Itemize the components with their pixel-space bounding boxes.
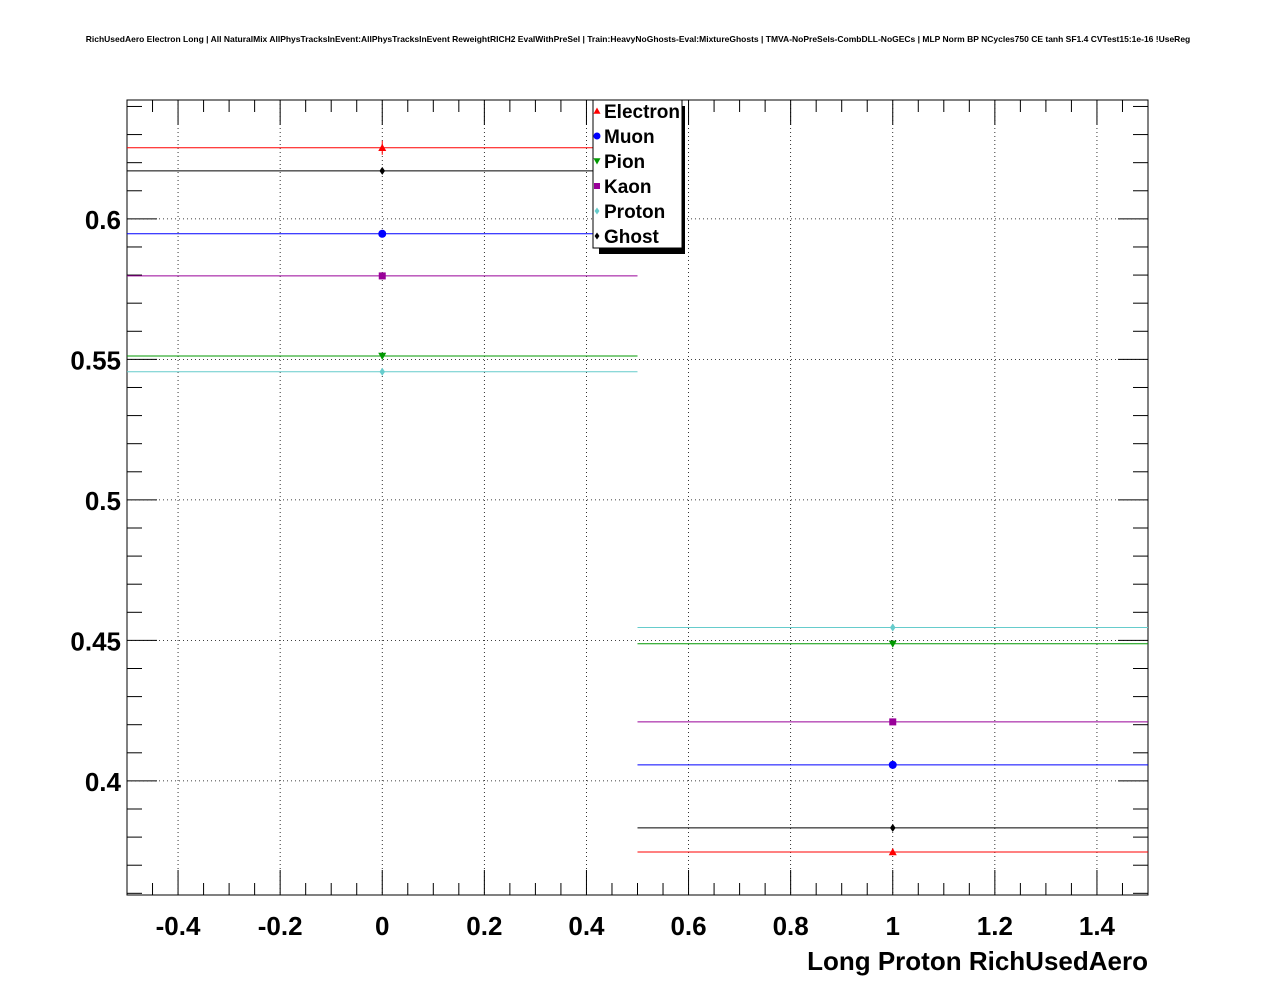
x-tick-label: -0.2: [258, 911, 303, 941]
marker-circle: [888, 760, 897, 769]
marker-triangle-down: [378, 352, 387, 361]
x-tick-label: 0: [375, 911, 389, 941]
x-axis-label: Long Proton RichUsedAero: [807, 946, 1148, 976]
chart-title: RichUsedAero Electron Long | All Natural…: [85, 34, 1191, 44]
legend-label-electron: Electron: [604, 102, 680, 123]
legend-label-proton: Proton: [604, 202, 665, 223]
series-ghost: [127, 166, 1148, 832]
x-tick-label: 1.4: [1079, 911, 1116, 941]
marker-circle: [593, 132, 601, 140]
legend-label-kaon: Kaon: [604, 177, 652, 198]
legend-label-ghost: Ghost: [604, 227, 660, 248]
x-tick-label: -0.4: [156, 911, 201, 941]
marker-triangle-down: [593, 158, 601, 165]
y-tick-label: 0.55: [70, 345, 121, 375]
marker-diamond: [379, 367, 386, 376]
series-pion: [127, 352, 1148, 648]
marker-square: [889, 718, 897, 726]
x-tick-label: 0.4: [568, 911, 605, 941]
marker-triangle-down: [888, 640, 897, 648]
marker-circle: [378, 229, 387, 238]
y-tick-label: 0.4: [85, 767, 122, 797]
marker-diamond: [594, 232, 600, 240]
legend-box: [592, 99, 683, 249]
series-proton: [127, 367, 1148, 632]
legend-label-pion: Pion: [604, 152, 645, 173]
marker-diamond: [889, 823, 896, 832]
marker-diamond: [379, 166, 386, 175]
x-tick-label: 0.2: [466, 911, 502, 941]
y-tick-label: 0.6: [85, 205, 121, 235]
marker-triangle-up: [888, 848, 897, 856]
marker-square: [378, 272, 386, 280]
series-muon: [127, 229, 1148, 769]
marker-triangle-up: [378, 143, 387, 151]
series-kaon: [127, 272, 1148, 726]
legend-label-muon: Muon: [604, 127, 655, 148]
x-tick-label: 1.2: [977, 911, 1013, 941]
legend: Electron Muon Pion Kaon Proton Ghost: [592, 99, 685, 254]
x-tick-label: 1: [886, 911, 900, 941]
x-tick-label: 0.6: [670, 911, 706, 941]
marker-diamond: [594, 207, 600, 215]
marker-triangle-up: [593, 107, 601, 114]
series-electron: [127, 140, 1148, 856]
y-tick-label: 0.45: [70, 626, 121, 656]
x-tick-label: 0.8: [773, 911, 809, 941]
marker-diamond: [889, 623, 896, 632]
y-tick-label: 0.5: [85, 486, 121, 516]
marker-square: [594, 183, 600, 189]
